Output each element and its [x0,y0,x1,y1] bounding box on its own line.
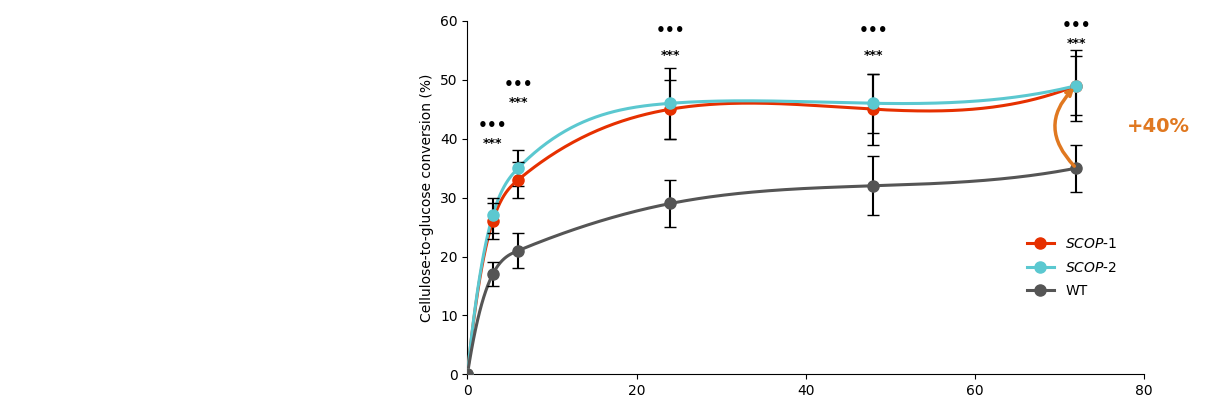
Text: ***: *** [661,49,680,62]
Y-axis label: Cellulose-to-glucose conversion (%): Cellulose-to-glucose conversion (%) [421,73,434,322]
Legend: $\it{SCOP}$-$\it{1}$, $\it{SCOP}$-$\it{2}$, WT: $\it{SCOP}$-$\it{1}$, $\it{SCOP}$-$\it{2… [1021,231,1123,304]
Text: ***: *** [863,49,883,62]
Text: •••: ••• [656,23,685,39]
Text: •••: ••• [859,23,888,39]
Text: ***: *** [1066,37,1086,50]
Text: •••: ••• [478,118,508,133]
Text: •••: ••• [503,77,533,92]
Text: ***: *** [508,96,528,109]
Text: •••: ••• [1061,17,1091,32]
Text: +40%: +40% [1127,117,1189,136]
Text: ***: *** [483,137,503,151]
